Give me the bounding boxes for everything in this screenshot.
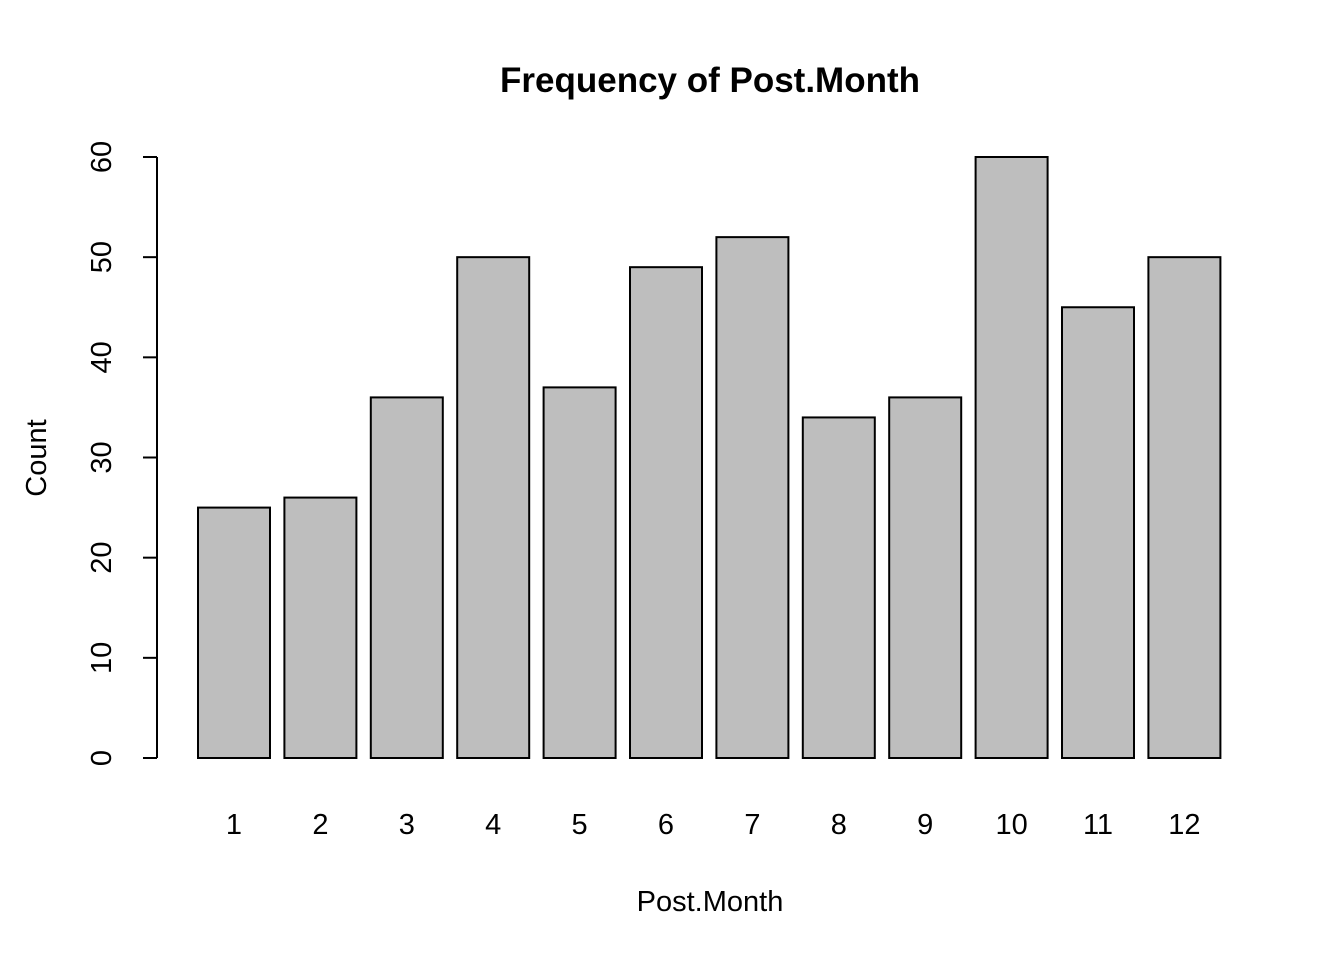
- y-tick-label: 30: [86, 441, 118, 473]
- y-tick-label: 50: [86, 241, 118, 273]
- y-axis: 0 10 20 30 40 50 60: [86, 141, 158, 766]
- x-tick-label: 5: [572, 809, 588, 841]
- x-tick-label: 6: [658, 809, 674, 841]
- x-tick-labels: 1 2 3 4 5 6 7 8 9 10 11 12: [226, 809, 1201, 841]
- y-axis-label: Count: [21, 419, 53, 496]
- bar-7: [715, 236, 790, 759]
- y-tick-label: 20: [86, 542, 118, 574]
- y-tick-label: 60: [86, 141, 118, 173]
- x-tick-label: 1: [226, 809, 242, 841]
- bar-4: [456, 256, 531, 759]
- x-tick-label: 7: [744, 809, 760, 841]
- bar-5: [542, 386, 617, 759]
- bar-10: [974, 156, 1049, 759]
- x-tick-label: 12: [1168, 809, 1200, 841]
- bar-8: [801, 416, 876, 759]
- x-tick-label: 3: [399, 809, 415, 841]
- x-tick-label: 8: [831, 809, 847, 841]
- bar-1: [197, 506, 271, 760]
- bar-3: [369, 396, 444, 759]
- x-tick-label: 2: [312, 809, 328, 841]
- bar-2: [283, 496, 358, 759]
- y-tick-label: 0: [86, 750, 118, 766]
- y-tick-label: 40: [86, 341, 118, 373]
- bars: [197, 156, 1222, 760]
- x-axis-label: Post.Month: [637, 886, 784, 918]
- bar-12: [1147, 256, 1222, 759]
- bar-9: [888, 396, 963, 759]
- bar-11: [1061, 306, 1135, 759]
- chart-title: Frequency of Post.Month: [500, 61, 920, 100]
- x-tick-label: 4: [485, 809, 501, 841]
- bar-6: [629, 266, 703, 759]
- x-tick-label: 9: [917, 809, 933, 841]
- x-tick-label: 10: [995, 809, 1027, 841]
- x-tick-label: 11: [1083, 809, 1113, 841]
- y-tick-label: 10: [86, 642, 118, 674]
